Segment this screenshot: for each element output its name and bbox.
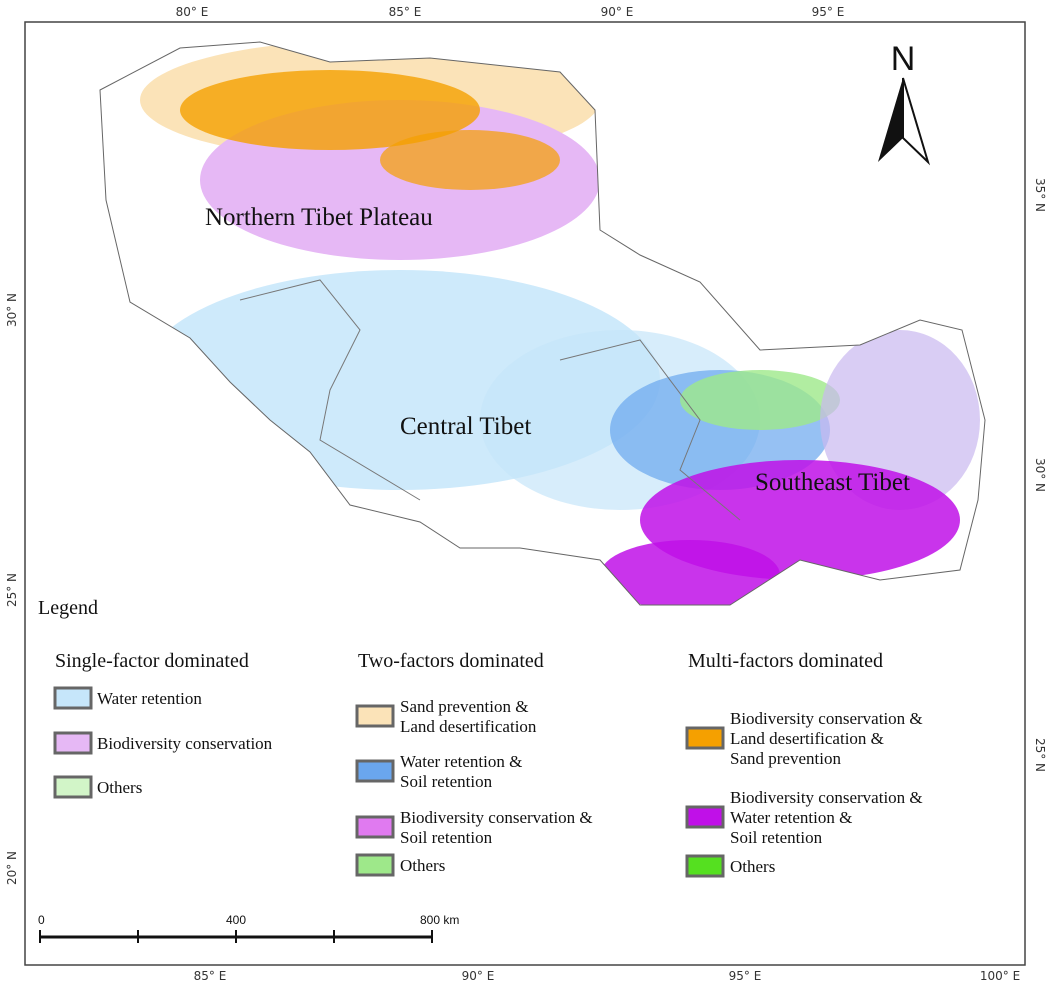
left-coordinate-label: 20° N [5, 851, 19, 885]
legend-label: Soil retention [400, 772, 493, 791]
right-coordinate-label: 35° N [1033, 178, 1047, 212]
legend-label: Others [400, 856, 445, 875]
legend-label: Others [730, 857, 775, 876]
region-label: Southeast Tibet [755, 469, 910, 496]
scale-label: 0 [38, 913, 45, 927]
legend-label: Land desertification [400, 717, 537, 736]
scale-label: 800 km [420, 913, 459, 927]
bottom-coordinate-label: 95° E [729, 969, 762, 983]
legend-group-title: Single-factor dominated [55, 650, 249, 672]
legend-label: Water retention [97, 689, 202, 708]
legend-group-title: Two-factors dominated [358, 650, 544, 672]
north-label: N [891, 40, 916, 78]
legend-label: Biodiversity conservation & [730, 788, 923, 807]
legend-swatch [685, 854, 725, 878]
bottom-coordinate-label: 100° E [980, 969, 1020, 983]
legend-label: Biodiversity conservation & [730, 709, 923, 728]
tibet-outline [99, 41, 986, 606]
legend-label: Sand prevention & [400, 697, 528, 716]
legend-label: Others [97, 778, 142, 797]
legend-label: Water retention & [400, 752, 522, 771]
scale-label: 400 [226, 913, 246, 927]
legend-label: Biodiversity conservation & [400, 808, 593, 827]
legend-swatch [53, 775, 93, 799]
legend-swatch [53, 731, 93, 755]
top-coordinate-label: 85° E [389, 5, 422, 19]
legend-label: Soil retention [400, 828, 493, 847]
legend-swatch [355, 853, 395, 877]
legend-label: Sand prevention [730, 749, 841, 768]
bottom-coordinate-label: 85° E [194, 969, 227, 983]
legend-swatch [685, 805, 725, 829]
top-coordinate-label: 80° E [176, 5, 209, 19]
legend-title: Legend [38, 597, 98, 619]
legend-label: Water retention & [730, 808, 852, 827]
legend-swatch [355, 704, 395, 728]
legend-swatch [355, 759, 395, 783]
legend-group-title: Multi-factors dominated [688, 650, 883, 672]
legend-swatch [53, 686, 93, 710]
dynamic-layer: 80° E 85° E 90° E 95° E 85° E 90° E 95° E 100° … [5, 5, 1047, 983]
right-coordinate-label: 25° N [1033, 738, 1047, 772]
region-label: Northern Tibet Plateau [205, 204, 433, 231]
left-coordinate-label: 25° N [5, 573, 19, 607]
top-coordinate-label: 90° E [601, 5, 634, 19]
legend-swatch [685, 726, 725, 750]
north-arrow [878, 77, 931, 166]
left-coordinate-label: 30° N [5, 293, 19, 327]
region-label: Central Tibet [400, 413, 531, 440]
right-coordinate-label: 30° N [1033, 458, 1047, 492]
bottom-coordinate-label: 90° E [462, 969, 495, 983]
top-coordinate-label: 95° E [812, 5, 845, 19]
legend-label: Biodiversity conservation [97, 734, 273, 753]
legend-label: Soil retention [730, 828, 823, 847]
legend-label: Land desertification & [730, 729, 884, 748]
legend-swatch [355, 815, 395, 839]
